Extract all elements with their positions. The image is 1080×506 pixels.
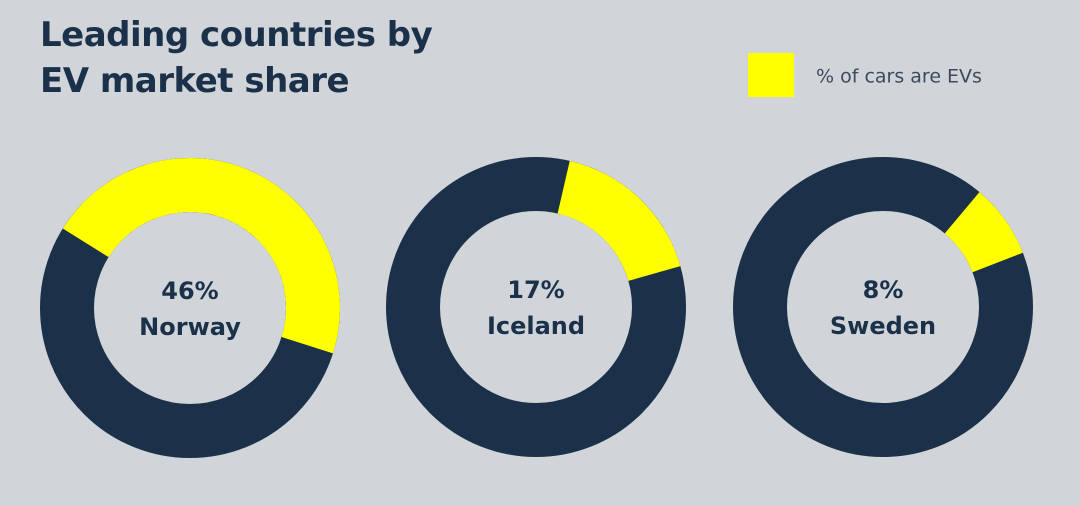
chart-title: Leading countries by EV market share (40, 15, 433, 101)
legend-label: % of cars are EVs (816, 66, 982, 88)
legend-swatch (748, 53, 794, 97)
value-label: 46% (161, 277, 218, 305)
donut-segment (557, 160, 681, 281)
category-label: Iceland (487, 312, 585, 340)
category-label: Norway (139, 313, 241, 341)
donut-segment (62, 157, 340, 354)
value-label: 17% (507, 276, 564, 304)
category-label: Sweden (830, 312, 936, 340)
donut-ring (386, 157, 686, 457)
donut-ring (733, 157, 1033, 457)
donut-segment (944, 192, 1023, 273)
value-label: 8% (863, 276, 904, 304)
